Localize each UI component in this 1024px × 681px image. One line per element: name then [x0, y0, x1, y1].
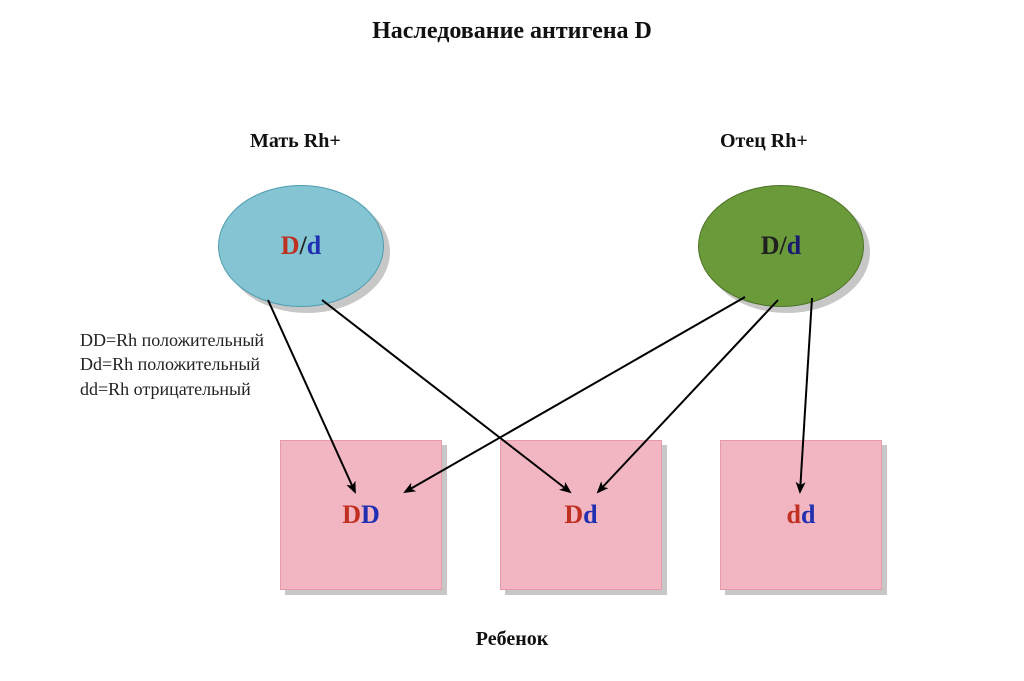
children-label: Ребенок: [0, 628, 1024, 651]
mother-node: D/d: [218, 185, 384, 307]
father-allele-D: D: [761, 231, 780, 260]
child-allele-1: d: [787, 500, 801, 529]
father-node: D/d: [698, 185, 864, 307]
legend: DD=Rh положительный Dd=Rh положительный …: [80, 328, 264, 401]
father-allele-d: d: [787, 231, 801, 260]
child-genotype: Dd: [564, 500, 597, 530]
legend-line: dd=Rh отрицательный: [80, 377, 264, 401]
child-allele-1: D: [342, 500, 361, 529]
father-label: Отец Rh+: [720, 130, 808, 153]
mother-allele-D: D: [281, 231, 300, 260]
child-allele-2: D: [361, 500, 380, 529]
child-allele-2: d: [583, 500, 597, 529]
child-genotype: dd: [787, 500, 816, 530]
child-allele-1: D: [564, 500, 583, 529]
legend-line: Dd=Rh положительный: [80, 352, 264, 376]
mother-label: Мать Rh+: [250, 130, 341, 153]
page-title: Наследование антигена D: [0, 18, 1024, 45]
legend-line: DD=Rh положительный: [80, 328, 264, 352]
mother-genotype: D/d: [281, 231, 321, 261]
genotype-slash: /: [780, 231, 787, 260]
mother-allele-d: d: [307, 231, 321, 260]
genotype-slash: /: [300, 231, 307, 260]
child-box-3: dd: [720, 440, 882, 590]
father-genotype: D/d: [761, 231, 801, 261]
child-box-1: DD: [280, 440, 442, 590]
child-genotype: DD: [342, 500, 380, 530]
child-allele-2: d: [801, 500, 815, 529]
diagram-root: { "title": { "text": "Наследование антиг…: [0, 0, 1024, 681]
child-box-2: Dd: [500, 440, 662, 590]
